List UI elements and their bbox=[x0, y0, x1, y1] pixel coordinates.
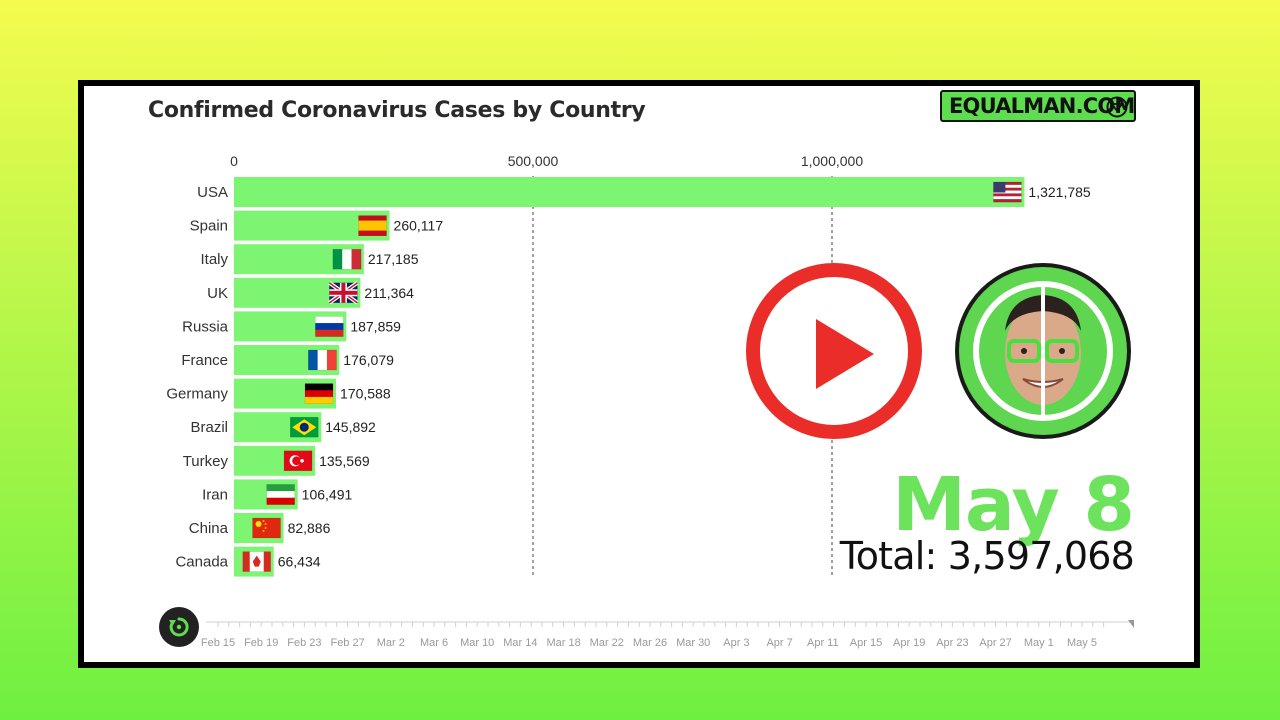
value-label: 170,588 bbox=[340, 386, 391, 402]
equalman-logo-icon bbox=[1106, 96, 1128, 118]
category-label: Spain bbox=[190, 218, 228, 235]
chart-title: Confirmed Coronavirus Cases by Country bbox=[148, 98, 646, 123]
x-tick-label: 0 bbox=[230, 153, 238, 169]
x-tick-label: 1,000,000 bbox=[801, 153, 863, 169]
category-label: Russia bbox=[182, 318, 229, 335]
value-label: 106,491 bbox=[302, 486, 353, 502]
value-label: 217,185 bbox=[368, 251, 419, 267]
timeline-label: May 1 bbox=[1024, 637, 1054, 649]
replay-icon bbox=[169, 617, 189, 637]
italy-flag-icon bbox=[332, 248, 362, 270]
iran-flag-icon bbox=[266, 484, 295, 505]
value-label: 145,892 bbox=[325, 419, 376, 435]
category-label: UK bbox=[207, 285, 228, 302]
value-label: 187,859 bbox=[350, 318, 401, 334]
timeline-label: Mar 14 bbox=[503, 637, 537, 649]
category-label: China bbox=[189, 520, 229, 537]
timeline-label: Feb 27 bbox=[330, 637, 364, 649]
timeline-label: Apr 27 bbox=[979, 637, 1011, 649]
timeline-label: Apr 23 bbox=[936, 637, 968, 649]
category-label: Germany bbox=[166, 386, 228, 403]
timeline-handle[interactable] bbox=[1128, 620, 1134, 628]
brand-badge[interactable]: EQUALMAN.COM bbox=[940, 90, 1136, 122]
value-label: 260,117 bbox=[394, 218, 444, 234]
turkey-flag-icon bbox=[283, 450, 313, 472]
timeline-label: Mar 10 bbox=[460, 637, 494, 649]
play-button[interactable] bbox=[746, 263, 922, 439]
timeline-label: Apr 3 bbox=[723, 637, 749, 649]
play-icon bbox=[816, 319, 874, 389]
bar bbox=[234, 177, 1025, 207]
uk-flag-icon bbox=[328, 281, 359, 305]
category-label: Turkey bbox=[183, 453, 229, 470]
timeline-label: Feb 19 bbox=[244, 637, 278, 649]
category-label: Iran bbox=[202, 486, 228, 503]
value-label: 176,079 bbox=[343, 352, 394, 368]
avatar bbox=[955, 263, 1131, 439]
x-tick-label: 500,000 bbox=[508, 153, 559, 169]
value-label: 135,569 bbox=[319, 453, 370, 469]
timeline-label: Mar 6 bbox=[420, 637, 448, 649]
timeline-label: Mar 30 bbox=[676, 637, 710, 649]
timeline-label: Feb 15 bbox=[201, 637, 235, 649]
timeline-label: Mar 2 bbox=[377, 637, 405, 649]
value-label: 66,434 bbox=[278, 554, 321, 570]
brand-text: EQUALMAN.COM bbox=[949, 94, 1135, 118]
brazil-flag-icon bbox=[289, 416, 319, 438]
timeline-label: Mar 22 bbox=[590, 637, 624, 649]
us-flag-icon bbox=[993, 181, 1022, 203]
value-label: 211,364 bbox=[364, 285, 414, 301]
value-label: 82,886 bbox=[288, 520, 331, 536]
current-date: May 8 bbox=[892, 462, 1135, 548]
category-label: Italy bbox=[200, 251, 228, 268]
timeline-label: Apr 7 bbox=[766, 637, 792, 649]
timeline-label: Mar 18 bbox=[546, 637, 580, 649]
value-label: 1,321,785 bbox=[1028, 184, 1090, 200]
china-flag-icon bbox=[252, 517, 281, 539]
canada-flag-icon bbox=[242, 551, 272, 572]
replay-button[interactable] bbox=[159, 607, 199, 647]
total-count: Total: 3,597,068 bbox=[839, 534, 1135, 578]
category-label: Canada bbox=[175, 554, 228, 571]
timeline-label: Apr 15 bbox=[850, 637, 882, 649]
timeline-label: May 5 bbox=[1067, 637, 1097, 649]
timeline-label: Apr 11 bbox=[807, 637, 839, 649]
germany-flag-icon bbox=[304, 383, 334, 404]
timeline-label: Feb 23 bbox=[287, 637, 321, 649]
timeline-label: Apr 19 bbox=[893, 637, 925, 649]
russia-flag-icon bbox=[315, 316, 344, 337]
category-label: France bbox=[181, 352, 228, 369]
category-label: USA bbox=[197, 184, 228, 201]
category-label: Brazil bbox=[190, 419, 228, 436]
france-flag-icon bbox=[307, 349, 337, 371]
timeline-label: Mar 26 bbox=[633, 637, 667, 649]
spain-flag-icon bbox=[358, 215, 387, 236]
